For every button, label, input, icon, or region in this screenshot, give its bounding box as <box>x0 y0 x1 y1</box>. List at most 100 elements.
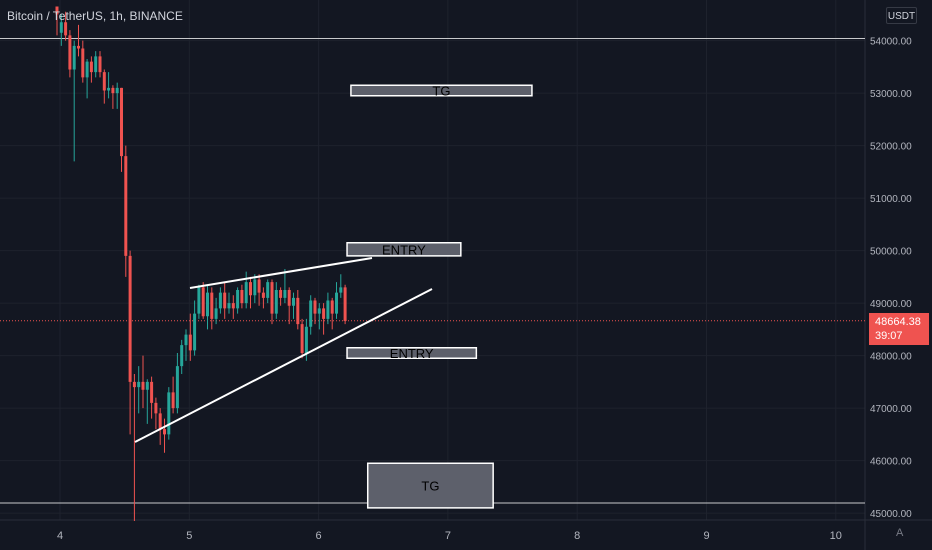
candle-body <box>343 287 347 321</box>
y-tick-label: 48000.00 <box>870 352 912 363</box>
candle-body <box>77 45 80 49</box>
candle-body <box>253 279 257 296</box>
x-tick-label: 7 <box>445 530 451 542</box>
current-price-value: 48664.38 <box>875 316 921 328</box>
x-tick-label: 9 <box>703 530 709 542</box>
y-tick-label: 49000.00 <box>870 299 912 310</box>
y-tick-label: 54000.00 <box>870 37 912 48</box>
candle-body <box>322 308 326 319</box>
candle-body <box>59 22 63 33</box>
candle-body <box>107 87 111 91</box>
candle-body <box>128 255 132 382</box>
x-tick-label: 6 <box>316 530 322 542</box>
candle-body <box>274 290 278 314</box>
candle-body <box>317 308 321 314</box>
candle-body <box>249 282 252 296</box>
candle-body <box>94 56 98 73</box>
candle-body <box>163 429 166 435</box>
candle-body <box>313 300 317 314</box>
y-tick-label: 46000.00 <box>870 457 912 468</box>
x-tick-label: 10 <box>830 530 842 542</box>
label-box <box>346 347 478 359</box>
x-tick-label: 4 <box>57 530 63 542</box>
current-price-label: 48664.38 39:07 <box>869 313 929 345</box>
candle-body <box>270 282 274 314</box>
candle-body <box>120 87 123 157</box>
trend-line-lower <box>134 288 433 443</box>
candle-body <box>214 308 218 319</box>
candle-body <box>236 290 240 309</box>
candle-body <box>244 282 248 304</box>
candle-body <box>89 61 93 73</box>
candle-body <box>115 87 119 94</box>
candle-body <box>261 292 265 298</box>
candle-body <box>210 292 214 319</box>
label-box-text: TG <box>432 84 450 99</box>
label-box-text: ENTRY <box>390 346 434 361</box>
candle-body <box>124 156 128 256</box>
candle-body <box>98 56 102 73</box>
label-box <box>350 84 533 97</box>
candle-body <box>180 345 184 367</box>
candle-body <box>296 297 300 325</box>
candle-body <box>231 303 235 309</box>
candle-body <box>266 282 270 298</box>
candle-body <box>68 35 72 70</box>
candle-body <box>304 326 308 353</box>
y-tick-label: 50000.00 <box>870 247 912 258</box>
candle-body <box>132 381 136 388</box>
label-box <box>346 242 462 257</box>
candle-body <box>55 6 59 15</box>
candle-body <box>72 45 76 70</box>
candle-body <box>300 324 304 353</box>
candle-body <box>279 290 283 298</box>
candle-body <box>283 290 287 298</box>
x-tick-label: 8 <box>574 530 580 542</box>
candle-body <box>145 381 149 390</box>
candle-body <box>309 300 313 327</box>
candle-body <box>184 334 188 346</box>
candle-body <box>223 292 227 309</box>
symbol-title: Bitcoin / TetherUS, 1h, BINANCE <box>7 9 183 23</box>
candle-body <box>335 292 338 314</box>
candle-body <box>158 413 162 430</box>
candle-body <box>330 300 334 314</box>
candle-body <box>339 287 343 293</box>
candle-countdown: 39:07 <box>875 330 903 342</box>
candle-body <box>188 334 192 351</box>
candle-body <box>292 297 295 306</box>
candle-body <box>141 381 145 390</box>
label-box-text: ENTRY <box>382 242 426 257</box>
label-box-text: TG <box>421 479 439 494</box>
candle-body <box>102 72 106 91</box>
candle-body <box>206 292 209 317</box>
candle-body <box>154 402 158 414</box>
candle-body <box>85 61 89 78</box>
x-tick-label: 5 <box>186 530 192 542</box>
y-tick-label: 52000.00 <box>870 142 912 153</box>
candle-body <box>64 22 68 36</box>
candle-body <box>81 48 85 78</box>
candle-body <box>287 290 291 306</box>
candle-body <box>240 290 244 304</box>
y-tick-label: 51000.00 <box>870 194 912 205</box>
candle-body <box>227 303 231 309</box>
candle-body <box>111 87 115 94</box>
trend-line-upper <box>189 257 373 289</box>
candle-body <box>218 292 222 309</box>
auto-scale-button[interactable]: A <box>896 527 904 539</box>
candle-body <box>197 287 201 314</box>
candle-body <box>167 392 171 435</box>
candle-body <box>193 313 197 351</box>
y-tick-label: 45000.00 <box>870 509 912 520</box>
candle-body <box>326 300 330 319</box>
y-tick-label: 53000.00 <box>870 89 912 100</box>
candle-body <box>175 366 179 409</box>
candle-body <box>171 392 175 409</box>
candle-body <box>257 279 261 293</box>
label-box <box>366 462 494 509</box>
candle-body <box>150 381 154 403</box>
y-tick-label: 47000.00 <box>870 404 912 415</box>
currency-button[interactable]: USDT <box>886 7 917 24</box>
